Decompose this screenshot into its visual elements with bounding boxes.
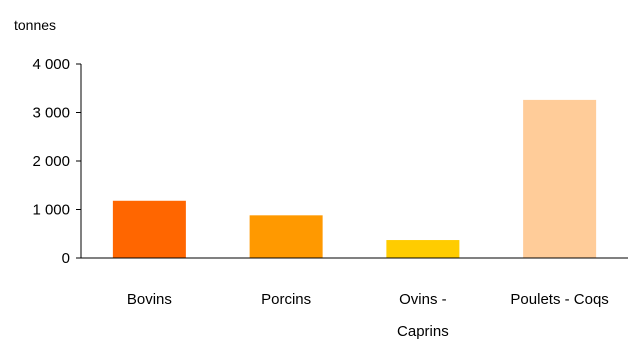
bar [386, 240, 460, 258]
bar [249, 215, 323, 258]
bar [112, 200, 186, 258]
y-tick-label: 2 000 [32, 153, 70, 170]
y-axis-ticks: 0 1 000 2 000 3 000 4 000 [32, 56, 81, 267]
x-category-label: Ovins -Caprins [397, 291, 449, 340]
y-tick-label: 3 000 [32, 105, 70, 122]
y-axis-unit-label: tonnes [14, 17, 56, 33]
y-tick-label: 1 000 [32, 202, 70, 219]
x-category-label: Poulets - Coqs [510, 291, 608, 308]
y-tick-label: 0 [62, 250, 70, 267]
x-category-label: Bovins [127, 291, 172, 308]
bars-group [112, 99, 597, 258]
bar [523, 99, 597, 258]
x-category-label: Porcins [261, 291, 311, 308]
x-axis-labels: Bovins Porcins Ovins -Caprins Poulets - Coq… [127, 291, 609, 340]
y-tick-label: 4 000 [32, 56, 70, 73]
